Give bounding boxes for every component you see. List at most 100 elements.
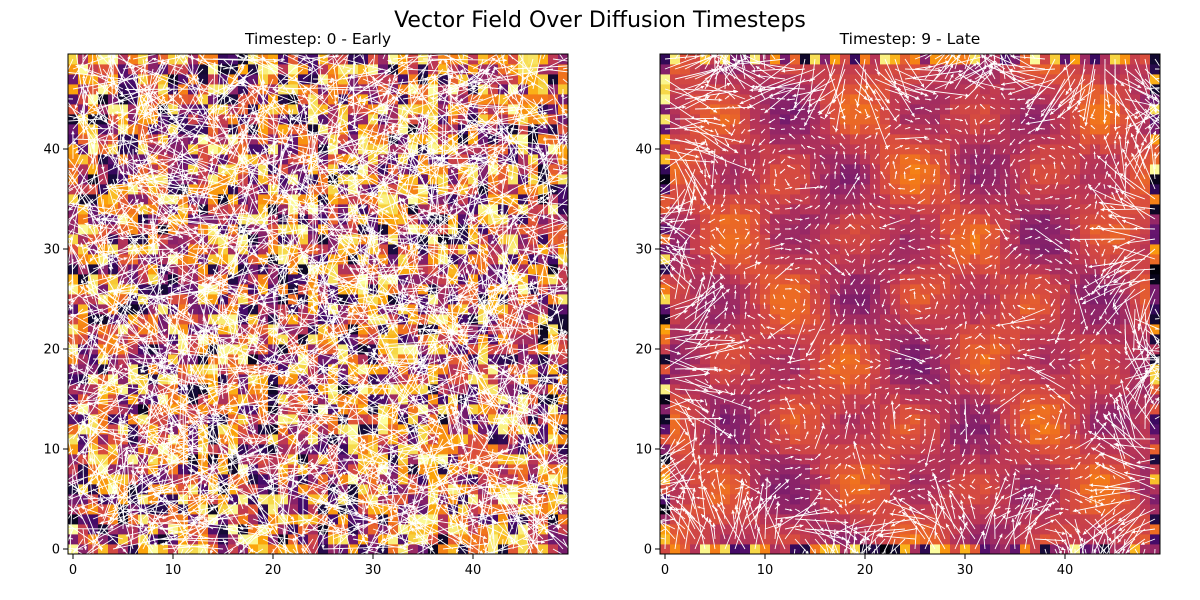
vector-arrow [412, 498, 419, 540]
heatmap-cell [258, 174, 269, 185]
vector-arrow [68, 392, 104, 430]
vector-arrow [382, 248, 406, 292]
heatmap-cell [398, 484, 409, 495]
heatmap-cell [158, 324, 169, 335]
vector-arrow [142, 378, 164, 431]
heatmap-cell [388, 464, 399, 475]
vector-arrow [125, 528, 154, 537]
heatmap-cell [548, 274, 559, 285]
vector-arrow [446, 158, 514, 169]
heatmap-cell [508, 94, 519, 105]
vector-arrow [542, 198, 568, 225]
vector-arrow [507, 54, 554, 90]
vector-arrow [225, 228, 304, 246]
vector-arrow [98, 388, 144, 400]
vector-arrow [137, 468, 144, 548]
vector-arrow [532, 113, 568, 120]
heatmap-cell [118, 534, 129, 545]
vector-arrow [314, 238, 394, 268]
vector-arrow [222, 188, 258, 258]
heatmap-cell [478, 324, 489, 335]
heatmap-cell [448, 344, 459, 355]
vector-arrow [76, 408, 124, 456]
vector-arrow [161, 78, 214, 149]
vector-arrow [177, 330, 214, 400]
heatmap-cell [278, 354, 289, 365]
heatmap-cell [138, 194, 149, 205]
heatmap-cell [168, 514, 179, 525]
heatmap-cell [468, 234, 479, 245]
vector-arrow [89, 418, 144, 478]
vector-arrow [355, 198, 374, 251]
vector-arrow [182, 78, 229, 139]
vector-arrow [521, 388, 534, 408]
heatmap-cell [468, 364, 479, 375]
vector-arrow [464, 190, 504, 220]
heatmap-cell [558, 404, 569, 415]
heatmap-cell [238, 444, 249, 455]
vector-arrow [132, 78, 192, 139]
heatmap-cell [168, 494, 179, 505]
heatmap-cell [298, 274, 309, 285]
heatmap-cell [408, 404, 419, 415]
heatmap-cell [498, 184, 509, 195]
vector-arrow [562, 238, 568, 262]
heatmap-cell [328, 334, 339, 345]
heatmap-cell [268, 144, 279, 155]
heatmap-cell [378, 254, 389, 265]
vector-arrow [338, 518, 344, 554]
vector-arrow [292, 218, 306, 264]
vector-arrow [281, 378, 324, 437]
heatmap-cell [148, 254, 159, 265]
heatmap-cell [178, 364, 189, 375]
vector-arrow [420, 478, 434, 547]
heatmap-cell [318, 154, 329, 165]
heatmap-cell [278, 64, 289, 75]
vector-arrow [312, 298, 319, 349]
heatmap-cell [338, 194, 349, 205]
vector-arrow [68, 368, 114, 387]
heatmap-cell [468, 464, 479, 475]
heatmap-cell [378, 464, 389, 475]
vector-arrow [287, 108, 294, 132]
heatmap-cell [268, 64, 279, 75]
heatmap-cell [348, 244, 359, 255]
heatmap-cell [278, 274, 289, 285]
vector-arrow [280, 128, 294, 155]
vector-arrow [142, 188, 187, 214]
vector-arrow [362, 478, 433, 534]
vector-arrow [532, 478, 555, 494]
vector-arrow [72, 538, 84, 554]
vector-arrow [492, 248, 516, 281]
heatmap-cell [78, 344, 89, 355]
vector-arrow [185, 418, 254, 424]
vector-arrow [281, 168, 294, 195]
heatmap-cell [458, 464, 469, 475]
heatmap-cell [308, 464, 319, 475]
vector-arrow [332, 148, 359, 232]
heatmap-cell [68, 494, 79, 505]
heatmap-cell [338, 124, 349, 135]
vector-arrow [349, 268, 394, 333]
vector-arrow [243, 98, 284, 118]
heatmap-cell [208, 384, 219, 395]
vector-arrow [562, 128, 568, 152]
heatmap-cell [328, 414, 339, 425]
vector-arrow [512, 289, 568, 300]
vector-arrow [462, 388, 477, 442]
heatmap-cell [368, 394, 379, 405]
vector-arrow [490, 188, 554, 245]
vector-arrow [144, 98, 174, 115]
vector-arrow [185, 308, 194, 341]
heatmap-cell [388, 514, 399, 525]
vector-arrow [420, 68, 425, 153]
vector-arrow [529, 498, 544, 554]
vector-arrow [302, 428, 342, 452]
heatmap-cell [358, 414, 369, 425]
heatmap-cell [168, 484, 179, 495]
heatmap-cell [378, 294, 389, 305]
vector-arrow [75, 318, 124, 391]
heatmap-cell [88, 494, 99, 505]
heatmap-cell [528, 74, 539, 85]
vector-arrow [68, 468, 74, 554]
